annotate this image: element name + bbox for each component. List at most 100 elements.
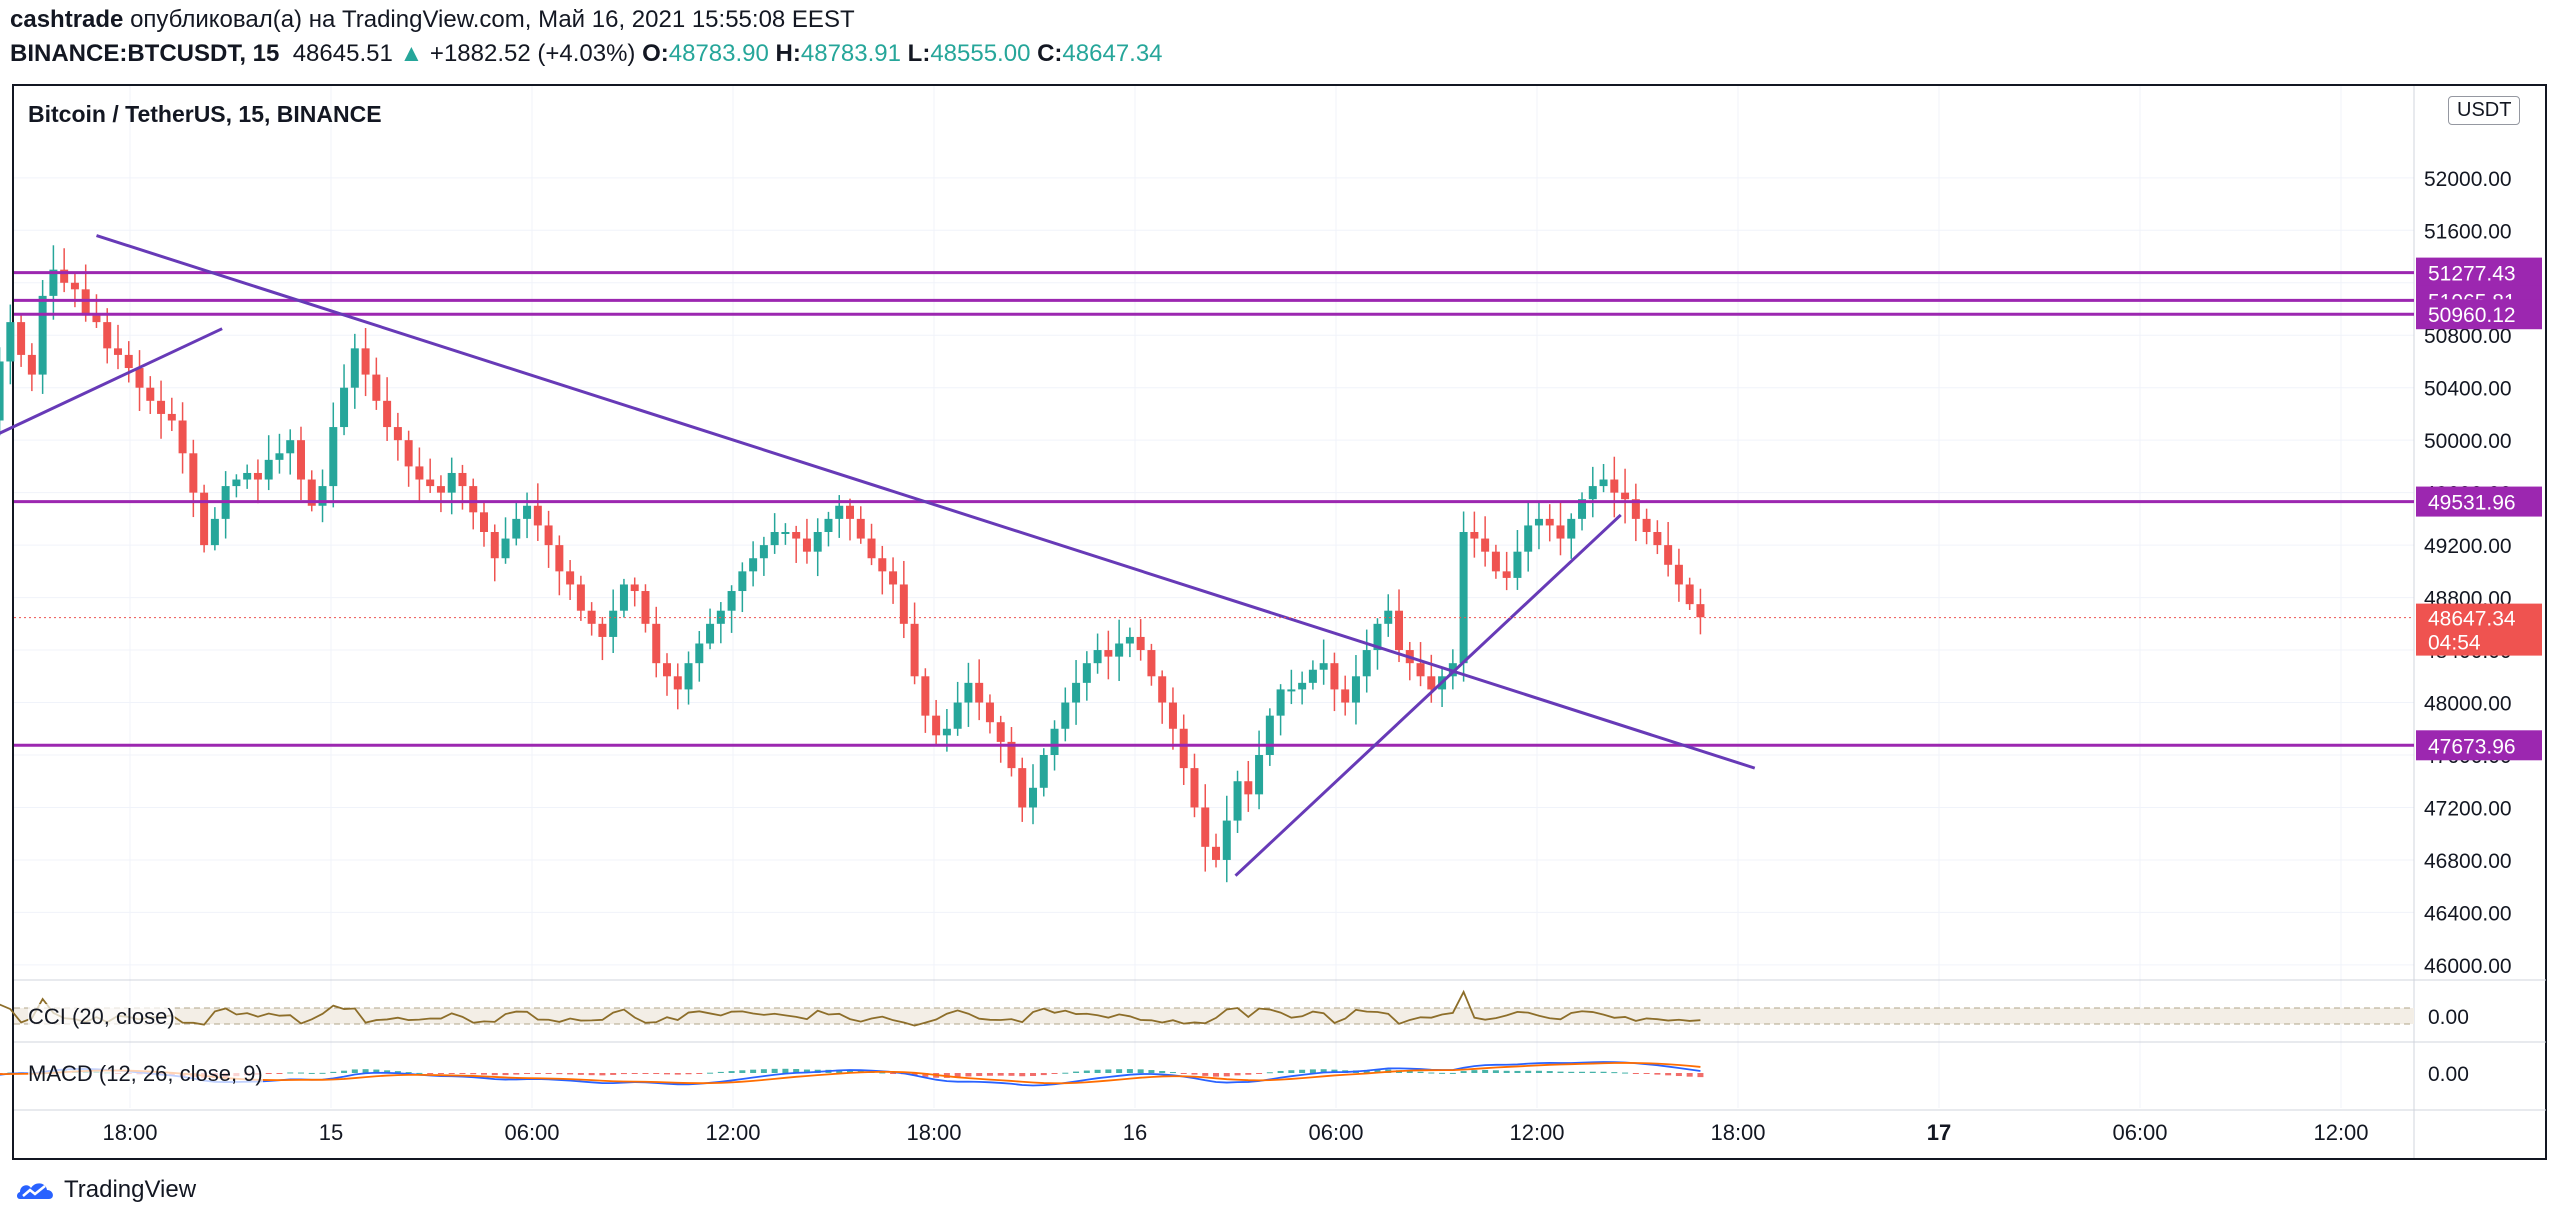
x-tick-label: 12:00 (705, 1120, 760, 1145)
candle-body (1588, 486, 1597, 500)
trendline[interactable] (96, 234, 1756, 770)
candle-body (867, 538, 876, 559)
candle-body (770, 532, 779, 546)
candle-body (458, 472, 467, 487)
candle-body (630, 584, 639, 592)
macd-histogram-bar (836, 1069, 843, 1073)
macd-histogram-bar (384, 1070, 391, 1073)
macd-histogram-bar (642, 1073, 649, 1074)
candle-body (878, 558, 887, 572)
candle-body (490, 532, 499, 559)
macd-histogram-bar (1202, 1073, 1209, 1076)
macd-histogram-bar (1557, 1071, 1564, 1073)
macd-histogram-bar (480, 1073, 487, 1075)
y-tick-label: 49200.00 (2424, 535, 2512, 558)
cci-line (0, 989, 1701, 1027)
macd-histogram-bar (1622, 1072, 1629, 1074)
candle-body (1319, 663, 1328, 670)
candle-body (1653, 532, 1662, 546)
level-price-tag (2416, 730, 2542, 761)
candle-body (663, 663, 672, 677)
candle-body (1427, 676, 1436, 690)
candle-body (1578, 499, 1587, 519)
macd-histogram-bar (416, 1072, 423, 1074)
macd-histogram-bar (717, 1071, 724, 1073)
candle-body (501, 538, 510, 559)
candle-body (329, 427, 338, 487)
macd-histogram-bar (1535, 1070, 1542, 1073)
candle-body (738, 571, 747, 592)
y-tick-label: 50000.00 (2424, 430, 2512, 453)
macd-histogram-bar (287, 1072, 294, 1074)
tradingview-brand[interactable]: TradingView (14, 1176, 196, 1204)
candle-body (27, 354, 36, 375)
macd-histogram-bar (1417, 1071, 1424, 1073)
macd-histogram-bar (847, 1070, 854, 1073)
macd-histogram-bar (954, 1073, 961, 1078)
candle-body (533, 505, 542, 526)
candle-body (598, 623, 607, 637)
candle-body (619, 584, 628, 611)
macd-histogram-bar (1180, 1073, 1187, 1074)
candle-body (1621, 492, 1630, 500)
up-arrow-icon: ▲ (399, 40, 424, 67)
candle-body (609, 610, 618, 637)
header-line-1: cashtrade опубликовал(а) на TradingView.… (10, 6, 855, 34)
macd-histogram-bar (922, 1073, 929, 1077)
candle-body (243, 472, 252, 480)
level-price-label: 51277.43 (2428, 263, 2516, 286)
candle-body (307, 479, 316, 506)
candle-body (286, 440, 295, 454)
candle-body (1072, 682, 1081, 703)
macd-histogram-bar (1406, 1070, 1413, 1073)
macd-histogram-bar (997, 1073, 1004, 1076)
macd-histogram-bar (448, 1073, 455, 1074)
macd-histogram-bar (631, 1073, 638, 1074)
candle-body (824, 518, 833, 532)
cci-band (14, 1008, 2414, 1024)
macd-histogram-bar (1460, 1071, 1467, 1073)
candle-body (1018, 768, 1027, 808)
macd-histogram-bar (1040, 1073, 1047, 1076)
candle-body (479, 512, 488, 532)
candle-body (426, 479, 435, 487)
candle-body (1125, 636, 1134, 644)
candle-body (1158, 676, 1167, 703)
y-tick-label: 46000.00 (2424, 955, 2512, 978)
macd-histogram-bar (1234, 1073, 1241, 1076)
macd-histogram-bar (610, 1073, 617, 1075)
candle-body (523, 505, 532, 519)
bar-countdown-label: 04:54 (2428, 632, 2481, 655)
candle-body (200, 492, 209, 546)
macd-histogram-bar (782, 1068, 789, 1073)
author-name[interactable]: cashtrade (10, 6, 124, 33)
candle-body (38, 295, 47, 375)
candle-body (566, 571, 575, 585)
candle-body (1524, 525, 1533, 552)
candle-body (113, 348, 122, 355)
symbol-label: BINANCE:BTCUSDT, 15 (10, 40, 280, 67)
candle-body (1179, 728, 1188, 769)
candle-body (544, 525, 553, 546)
level-price-tag (2416, 299, 2542, 330)
candle-body (135, 368, 144, 388)
macd-histogram-bar (739, 1070, 746, 1073)
trendline[interactable] (0, 327, 223, 467)
candle-body (727, 591, 736, 611)
level-price-label: 47673.96 (2428, 735, 2516, 758)
candle-body (889, 571, 898, 585)
macd-histogram-bar (728, 1071, 735, 1073)
trendline[interactable] (1234, 513, 1622, 877)
candle-body (92, 315, 101, 323)
macd-histogram-bar (1116, 1069, 1123, 1073)
candle-body (1136, 636, 1145, 651)
macd-histogram-bar (513, 1073, 520, 1075)
macd-histogram-bar (1482, 1069, 1489, 1073)
macd-histogram-bar (1051, 1073, 1058, 1074)
macd-histogram-bar (1568, 1071, 1575, 1073)
macd-histogram-bar (1654, 1073, 1661, 1075)
candle-body (975, 682, 984, 703)
currency-button[interactable]: USDT (2448, 96, 2521, 125)
y-tick-label: 52000.00 (2424, 168, 2512, 191)
